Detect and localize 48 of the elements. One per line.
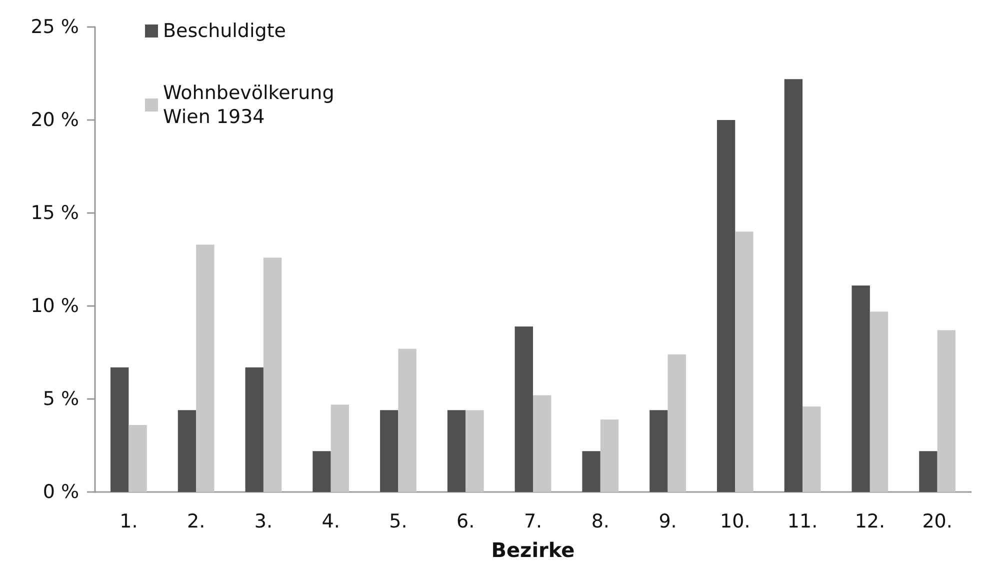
- x-tick-label: 3.: [254, 510, 273, 532]
- x-tick-label: 4.: [322, 510, 340, 532]
- x-tick-label: 1.: [120, 510, 138, 532]
- x-tick-label: 20.: [922, 510, 952, 532]
- bar: [668, 354, 686, 492]
- bar: [380, 410, 398, 492]
- y-tick-label: 25 %: [30, 16, 79, 38]
- bar: [716, 120, 736, 492]
- bar: [870, 312, 888, 492]
- bar: [650, 410, 668, 492]
- bar: [514, 326, 533, 492]
- x-tick-label: 9.: [658, 510, 677, 532]
- bar: [937, 330, 956, 492]
- x-axis-title: Bezirke: [491, 538, 575, 562]
- bar: [600, 419, 619, 492]
- y-tick-label: 0 %: [42, 481, 79, 503]
- x-tick-label: 12.: [854, 510, 886, 532]
- bar: [735, 232, 754, 492]
- bar: [919, 451, 938, 492]
- bar: [128, 425, 147, 492]
- legend-label: Wohnbevölkerung Wien 1934: [163, 82, 334, 128]
- bar: [784, 79, 803, 492]
- y-tick-label: 15 %: [30, 202, 79, 224]
- bar: [447, 410, 466, 492]
- bar: [330, 404, 350, 492]
- bar: [196, 244, 214, 492]
- bar: [398, 348, 416, 492]
- bar: [533, 395, 552, 492]
- bar: [178, 410, 196, 492]
- x-tick-label: 7.: [524, 510, 542, 532]
- bar: [110, 367, 129, 492]
- x-tick-label: 5.: [389, 510, 408, 532]
- y-tick-label: 10 %: [30, 295, 79, 317]
- x-tick-label: 8.: [591, 510, 610, 532]
- y-tick-label: 5 %: [42, 388, 79, 410]
- bar: [852, 286, 870, 492]
- y-tick-label: 20 %: [30, 109, 79, 131]
- bar: [312, 451, 331, 492]
- x-tick-label: 2.: [187, 510, 206, 532]
- bar: [466, 410, 484, 492]
- legend-label: Beschuldigte: [163, 20, 286, 42]
- x-tick-label: 10.: [720, 510, 750, 532]
- x-tick-label: 6.: [456, 510, 475, 532]
- bar: [802, 406, 821, 492]
- x-tick-label: 11.: [787, 510, 818, 532]
- bar: [263, 258, 282, 492]
- bar: [245, 367, 264, 492]
- bar: [582, 451, 600, 492]
